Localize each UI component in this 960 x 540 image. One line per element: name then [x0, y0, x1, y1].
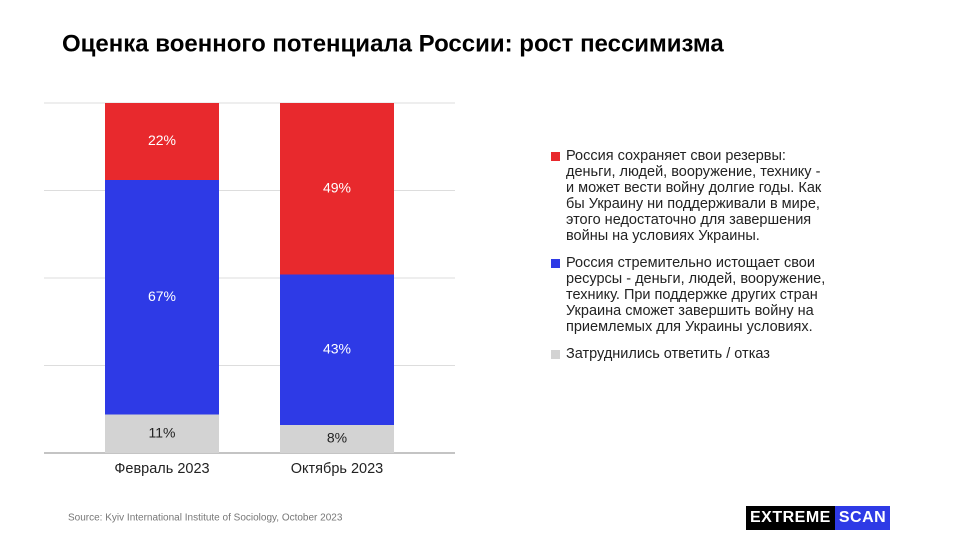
- bar-segment: [280, 425, 394, 453]
- source: Source: Kyiv International Institute of …: [68, 513, 343, 524]
- data-label: 43%: [323, 340, 351, 356]
- data-label: 11%: [149, 424, 176, 440]
- legend: Россия сохраняет свои резервы: деньги, л…: [551, 148, 826, 373]
- legend-item: Россия стремительно истощает свои ресурс…: [551, 255, 826, 335]
- legend-swatch: [551, 152, 560, 161]
- logo-part: EXTREME: [746, 506, 835, 530]
- bar-segment: [280, 274, 394, 425]
- legend-item: Затруднились ответить / отказ: [551, 346, 826, 362]
- x-tick-label: Февраль 2023: [114, 461, 209, 477]
- data-label: 67%: [148, 288, 176, 304]
- legend-swatch: [551, 350, 560, 359]
- legend-label: Россия стремительно истощает свои ресурс…: [566, 255, 826, 335]
- chart-title: Оценка военного потенциала России: рост …: [62, 30, 724, 57]
- bar-segment: [105, 414, 219, 453]
- data-label: 8%: [327, 430, 347, 446]
- data-label: 49%: [323, 179, 351, 195]
- bar-segment: [105, 180, 219, 415]
- x-tick-label: Октябрь 2023: [291, 461, 384, 477]
- data-label: 22%: [148, 132, 176, 148]
- legend-swatch: [551, 259, 560, 268]
- logo-part: SCAN: [834, 506, 891, 530]
- legend-label: Россия сохраняет свои резервы: деньги, л…: [566, 148, 822, 244]
- bar-segment: [105, 103, 219, 180]
- legend-item: Россия сохраняет свои резервы: деньги, л…: [551, 148, 826, 244]
- legend-label: Затруднились ответить / отказ: [566, 346, 770, 362]
- logo: EXTREME SCAN: [746, 506, 891, 530]
- bar-segment: [280, 103, 394, 275]
